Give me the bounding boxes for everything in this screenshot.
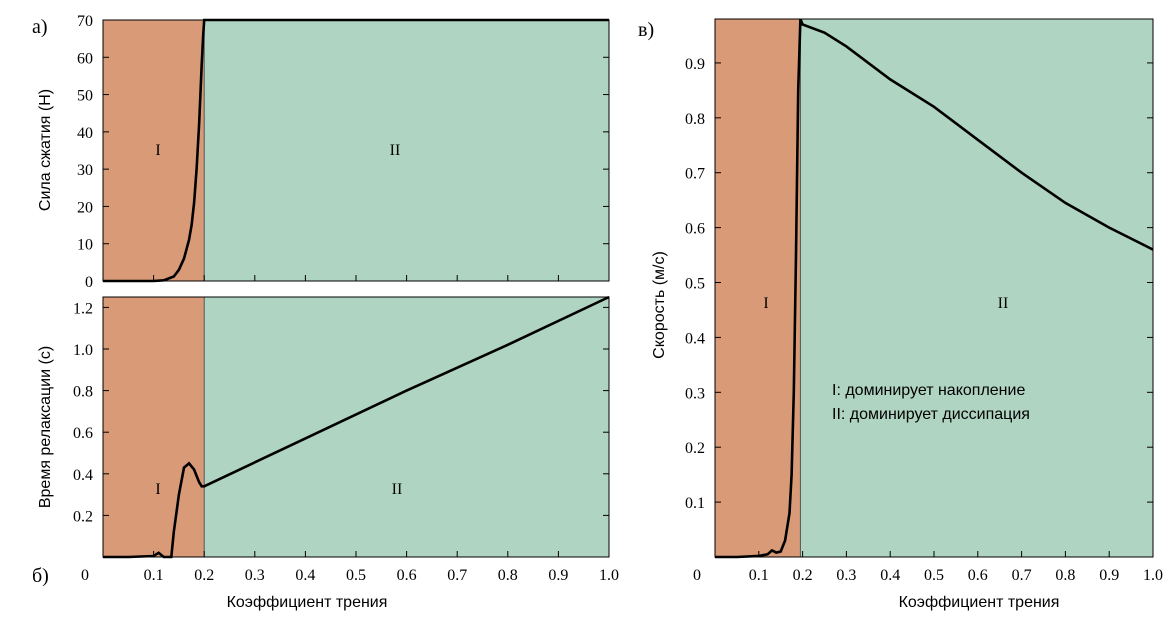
panel-b-region-II-label: II (392, 481, 403, 498)
legend-line-1: I: доминирует накопление (832, 382, 1025, 399)
panel-a-ytick-label: 0 (85, 274, 93, 291)
panel-b-ytick-label: 0.8 (73, 384, 93, 401)
panel-c-ytick-label: 0.3 (685, 385, 705, 402)
panel-c-xtick-label: 1.0 (1143, 567, 1163, 584)
panel-c-xtick-label: 0.2 (793, 567, 813, 584)
panel-b-region-I (103, 297, 205, 557)
panel-a-region-II (204, 20, 609, 281)
panel-c-letter: в) (638, 19, 654, 41)
panel-c-ytick-label: 0.8 (685, 111, 705, 128)
panel-b-xtick-label: 0.1 (144, 567, 164, 584)
panel-b-region-I-label: I (155, 481, 160, 498)
legend-line-2: II: доминирует диссипация (832, 406, 1030, 423)
panel-a-ytick-label: 40 (77, 125, 93, 142)
panel-c-xtick-label: 0.9 (1099, 567, 1119, 584)
panel-c-ylabel: Скорость (м/с) (651, 251, 668, 359)
panel-a-chart: 0 10 20 30 40 50 60 70 I II Сила сжатия (Н) а) (32, 13, 610, 291)
panel-c-ytick-label: 0.6 (685, 221, 705, 238)
panel-a-ylabel: Сила сжатия (Н) (37, 89, 54, 211)
panel-c-ytick-label: 0.4 (685, 330, 705, 347)
panel-c-xtick-label: 0.7 (1012, 567, 1032, 584)
panel-a-ytick-label: 20 (77, 199, 93, 216)
panel-c-xtick-label: 0.1 (749, 567, 769, 584)
panel-b-region-II (204, 297, 609, 557)
panel-c-xtick-label: 0.5 (924, 567, 944, 584)
panel-c-xtick-label: 0 (693, 567, 701, 584)
panel-b-ylabel: Время релаксации (с) (37, 346, 54, 508)
panel-a-ytick-label: 50 (77, 88, 93, 105)
panel-b-xtick-label: 0.6 (397, 567, 417, 584)
panel-c-region-II (800, 19, 1153, 557)
panel-c-xtick-label: 0.3 (836, 567, 856, 584)
panel-b-xtick-label: 0 (81, 567, 89, 584)
panel-b-ytick-label: 1.2 (73, 300, 93, 317)
panel-c-chart: 0.1 0.2 0.3 0.4 0.5 0.6 0.7 0.8 0.9 0 0.1 0.2 0.3 0.4… (638, 18, 1163, 611)
panel-a-ytick-label: 60 (77, 50, 93, 67)
panel-c-ytick-label: 0.1 (685, 495, 705, 512)
panel-b-xtick-label: 1.0 (599, 567, 619, 584)
panel-b-letter: б) (32, 565, 49, 587)
panel-c-region-I-label: I (763, 295, 768, 312)
panel-a-ytick-label: 10 (77, 237, 93, 254)
panel-b-ytick-label: 0.6 (73, 425, 93, 442)
panel-c-region-II-label: II (998, 295, 1009, 312)
panel-b-xtick-label: 0.7 (447, 567, 467, 584)
panel-a-region-II-label: II (390, 142, 401, 159)
panel-a-region-I-label: I (155, 142, 160, 159)
panel-b-ytick-label: 0.2 (73, 508, 93, 525)
panel-c-curve (715, 18, 1154, 559)
panel-c-xtick-label: 0.8 (1055, 567, 1075, 584)
panel-b-xtick-label: 0.5 (346, 567, 366, 584)
panel-c-ytick-label: 0.7 (685, 166, 705, 183)
panel-b-xtick-label: 0.9 (548, 567, 568, 584)
panel-a-ytick-label: 30 (77, 162, 93, 179)
panel-b-xtick-label: 0.8 (498, 567, 518, 584)
panel-b-xtick-label: 0.2 (194, 567, 214, 584)
panel-b-xtick-label: 0.3 (245, 567, 265, 584)
panel-b-curve (103, 295, 610, 559)
panel-c-ytick-label: 0.2 (685, 440, 705, 457)
panel-c-xtick-label: 0.4 (880, 567, 900, 584)
panel-a-ytick-label: 70 (77, 13, 93, 30)
panel-b-xlabel: Коэффициент трения (227, 594, 388, 611)
panel-b-ytick-label: 0.4 (73, 467, 93, 484)
panel-c-region-I (715, 19, 801, 557)
panel-b-xtick-label: 0.4 (295, 567, 315, 584)
panel-c-ytick-label: 0.5 (685, 276, 705, 293)
panel-a-letter: а) (32, 16, 48, 38)
panel-c-xlabel: Коэффициент трения (899, 594, 1060, 611)
panel-a-region-I (103, 20, 205, 281)
panel-c-ytick-label: 0.9 (685, 56, 705, 73)
panel-b-chart: 0.2 0.4 0.6 0.8 1.0 1.2 0 0.1 0.2 0.3 0.4 0.5 0.6 0.7… (32, 295, 619, 611)
panel-b-ytick-label: 1.0 (73, 342, 93, 359)
panel-c-xtick-label: 0.6 (968, 567, 988, 584)
